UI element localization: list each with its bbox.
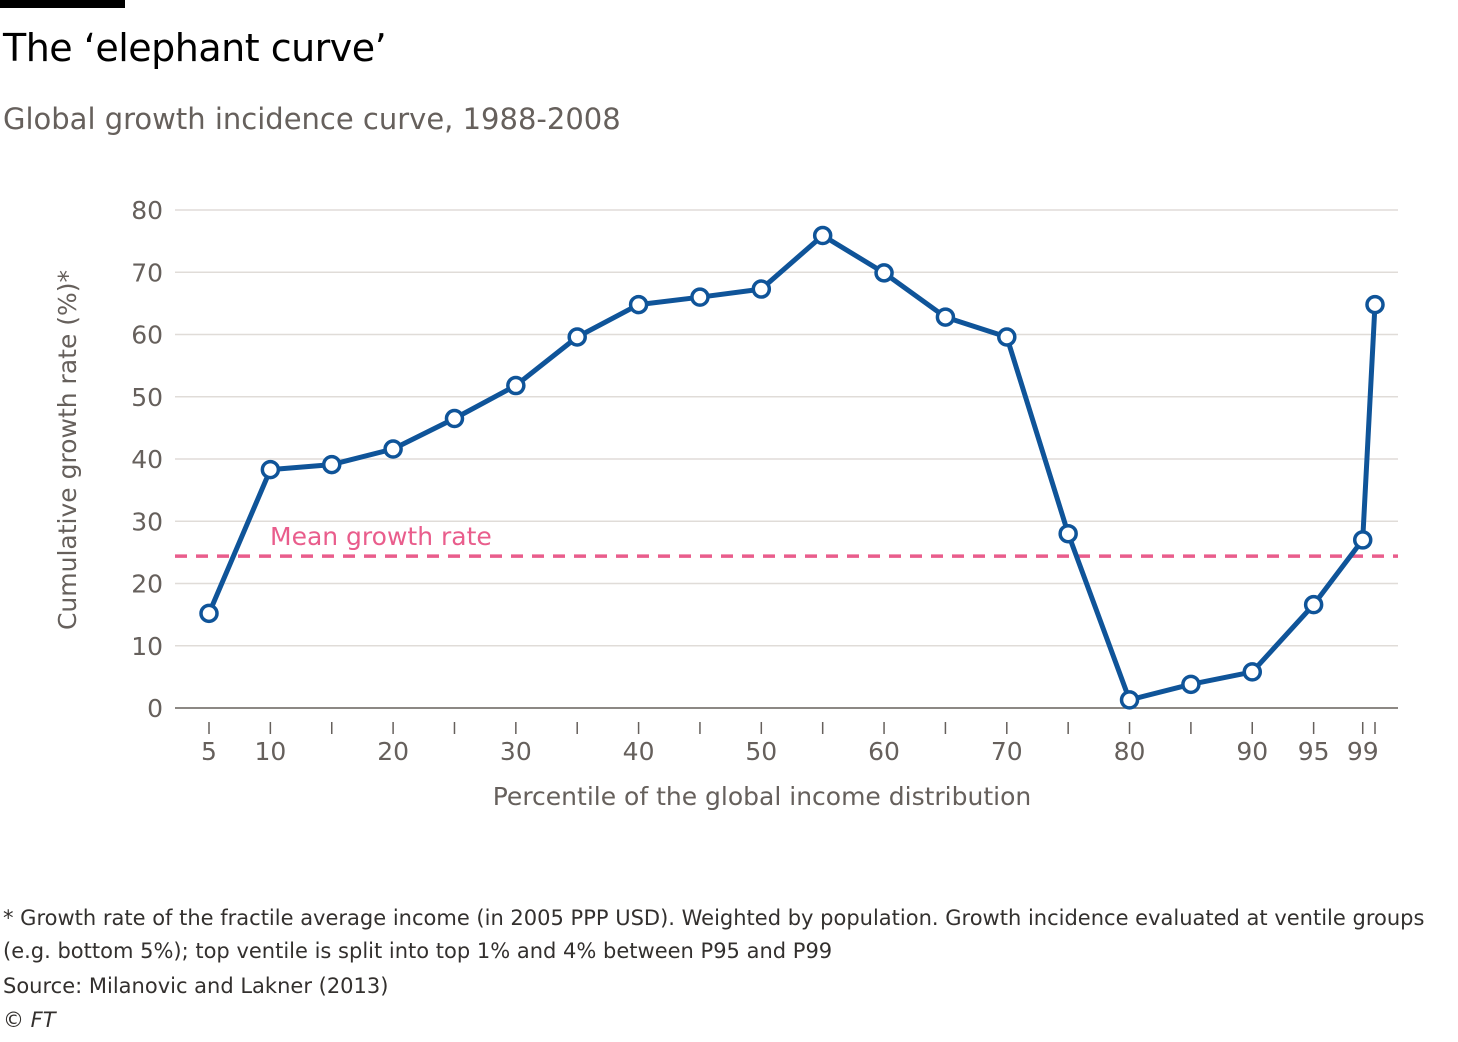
x-tick-label-20: 20 <box>377 737 409 766</box>
data-point-p45 <box>690 287 710 307</box>
data-point-p40 <box>628 294 649 315</box>
y-axis-label: Cumulative growth rate (%)* <box>53 270 82 630</box>
y-tick-label-80: 80 <box>131 196 163 225</box>
data-point-p90 <box>1242 662 1263 682</box>
x-tick-label-95: 95 <box>1298 737 1330 766</box>
footnote: * Growth rate of the fractile average in… <box>3 906 1425 963</box>
data-points <box>199 225 1385 710</box>
data-point-p75 <box>1058 523 1078 544</box>
y-tick-label-40: 40 <box>131 445 163 474</box>
x-tick-label-10: 10 <box>254 737 286 766</box>
data-point-p15 <box>321 454 342 475</box>
brand-bar <box>0 0 125 8</box>
x-tick-label-5: 5 <box>201 737 217 766</box>
y-tick-label-0: 0 <box>147 694 163 723</box>
y-tick-label-70: 70 <box>131 258 163 287</box>
data-point-p5 <box>199 603 219 624</box>
source-note: Source: Milanovic and Lakner (2013) <box>3 974 389 998</box>
x-tick-label-70: 70 <box>991 737 1023 766</box>
data-point-p70 <box>997 327 1017 347</box>
x-tick-label-40: 40 <box>623 737 655 766</box>
line-chart: 0 10 20 30 40 50 60 70 80 5 10 20 30 40 50 60 70 80 90 95 9… <box>53 196 1398 811</box>
chart-title: The ‘elephant curve’ <box>3 26 387 70</box>
data-point-p60 <box>874 263 894 283</box>
data-point-p85 <box>1181 674 1201 695</box>
data-point-p10 <box>260 459 281 480</box>
data-point-p95 <box>1303 594 1324 615</box>
x-tick-label-30: 30 <box>500 737 532 766</box>
data-point-p100 <box>1365 294 1385 315</box>
grid-lines <box>175 209 1398 709</box>
mean-growth-line: Mean growth rate <box>175 522 1398 558</box>
x-tick-marks <box>208 722 1376 734</box>
y-tick-labels: 0 10 20 30 40 50 60 70 80 <box>131 196 163 723</box>
data-point-p55 <box>812 225 833 246</box>
x-tick-label-60: 60 <box>868 737 900 766</box>
data-point-p65 <box>935 307 956 327</box>
copyright: © FT <box>3 1008 56 1032</box>
y-tick-label-60: 60 <box>131 321 163 350</box>
x-tick-label-50: 50 <box>745 737 777 766</box>
mean-line-label: Mean growth rate <box>270 522 492 551</box>
y-tick-label-10: 10 <box>131 632 163 661</box>
y-tick-label-50: 50 <box>131 383 163 412</box>
data-point-p25 <box>444 408 465 429</box>
growth-line <box>206 233 1378 703</box>
data-point-p80 <box>1119 690 1140 710</box>
y-tick-label-20: 20 <box>131 570 163 599</box>
data-point-p50 <box>751 279 772 299</box>
x-tick-label-80: 80 <box>1114 737 1146 766</box>
data-point-p20 <box>383 439 403 459</box>
x-tick-labels: 5 10 20 30 40 50 60 70 80 90 95 99 <box>201 737 1379 766</box>
data-point-p30 <box>506 375 526 396</box>
data-point-p99 <box>1352 530 1373 550</box>
x-tick-label-90: 90 <box>1236 737 1268 766</box>
x-axis-label: Percentile of the global income distribu… <box>493 782 1031 811</box>
series-line <box>206 233 1378 703</box>
x-tick-label-99: 99 <box>1347 737 1379 766</box>
data-point-p35 <box>567 327 587 347</box>
chart-subtitle: Global growth incidence curve, 1988-2008 <box>3 102 621 136</box>
y-tick-label-30: 30 <box>131 507 163 536</box>
